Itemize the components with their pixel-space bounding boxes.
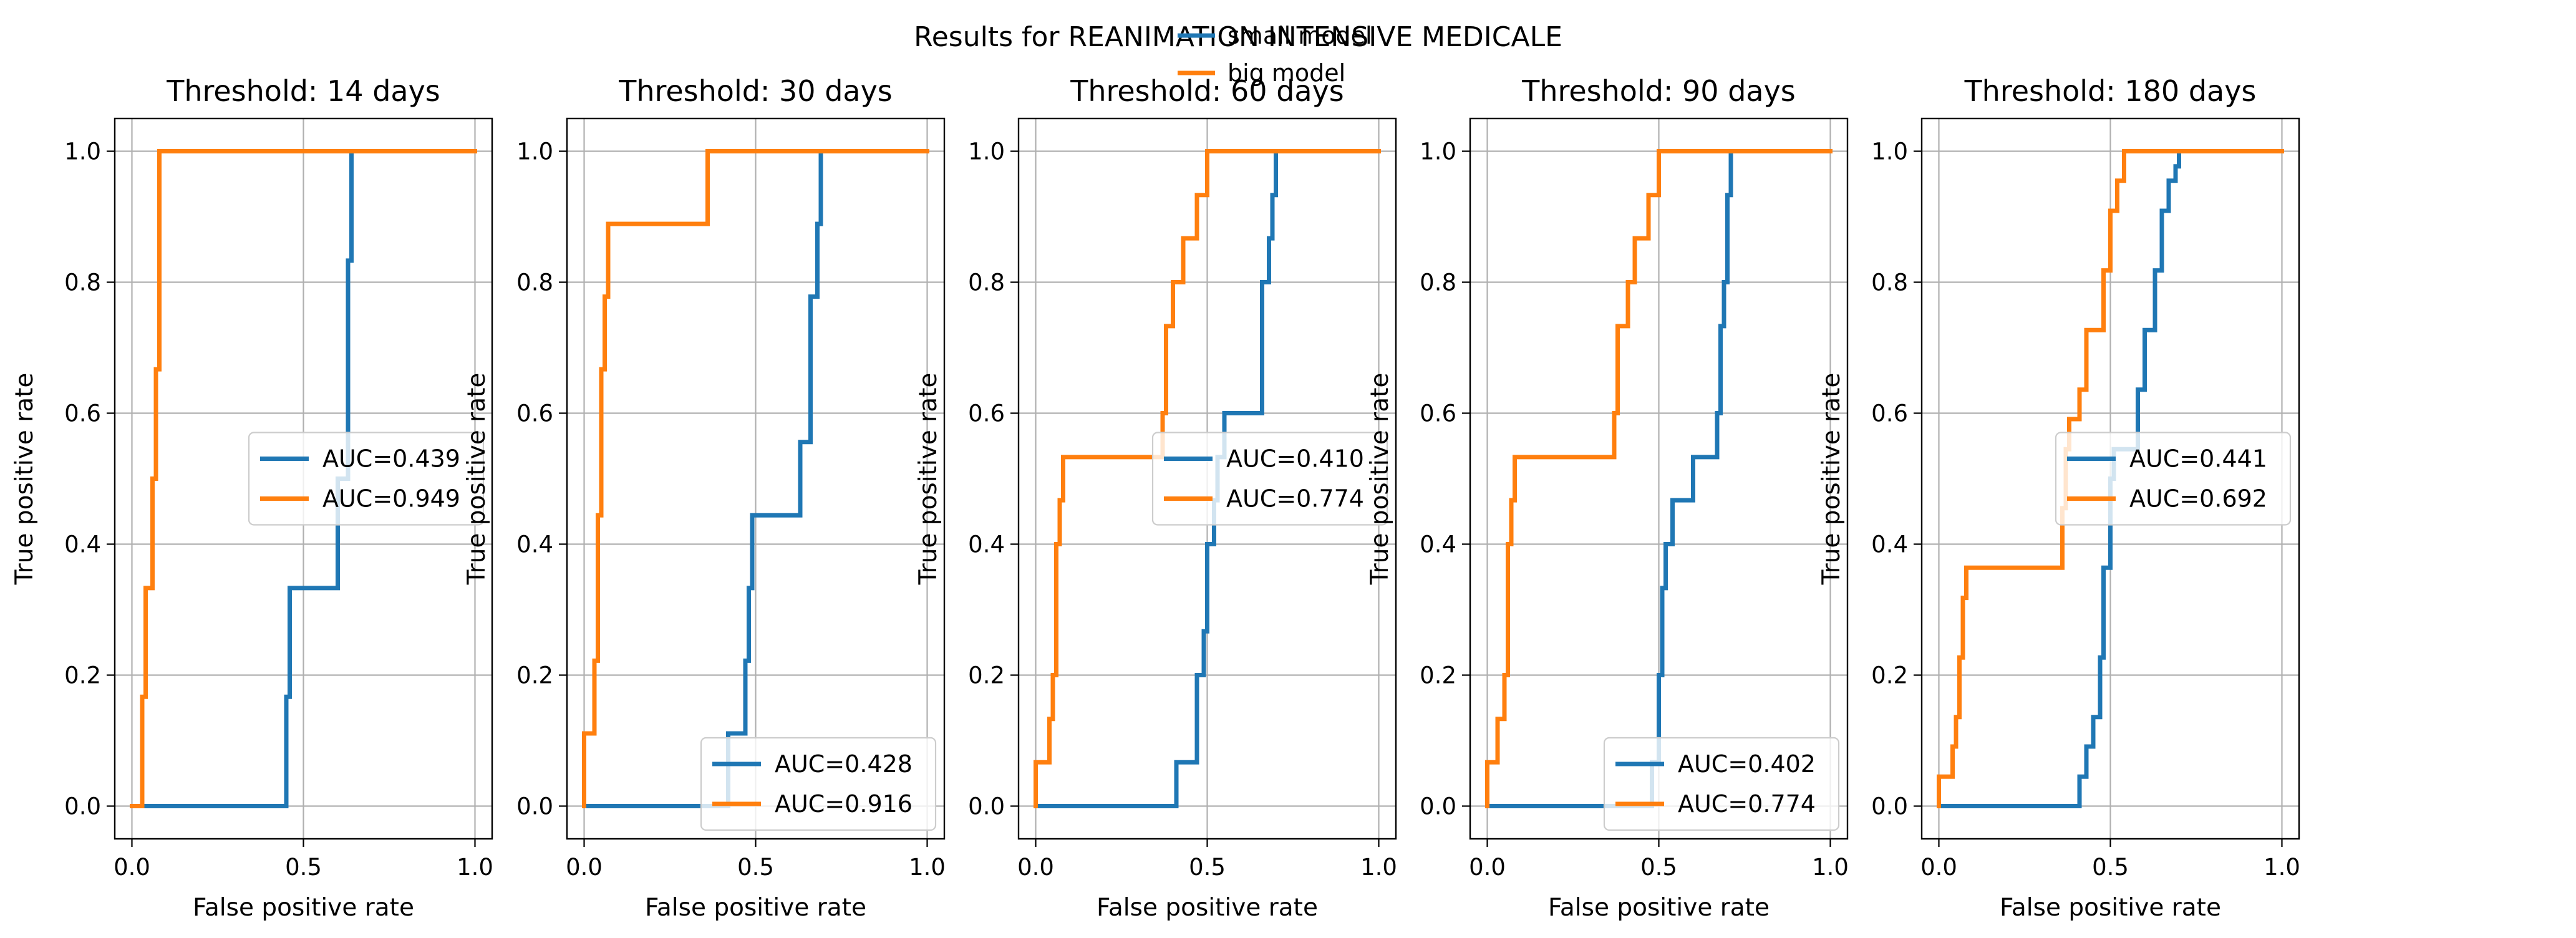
subplot-1: 0.0 0.5 1.0 0.0 0.2 0.4 0.6 0.8 1.0 Threshold: 14… bbox=[11, 74, 493, 922]
legend-auc-label: AUC=0.410 bbox=[1226, 445, 1364, 473]
y-axis-label: True positive rate bbox=[11, 373, 39, 586]
subplot-2: 0.0 0.5 1.0 0.0 0.2 0.4 0.6 0.8 1.0 Threshold: 30… bbox=[463, 74, 946, 922]
roc-curve-big-model bbox=[1485, 149, 1833, 808]
y-tick-label: 0.2 bbox=[516, 662, 553, 689]
roc-curve-big-model bbox=[582, 149, 929, 808]
subplot-title: Threshold: 90 days bbox=[1521, 74, 1796, 108]
subplot-5: 0.0 0.5 1.0 0.0 0.2 0.4 0.6 0.8 1.0 Threshold: 18… bbox=[1818, 74, 2300, 922]
x-tick-label: 0.0 bbox=[1017, 854, 1054, 881]
x-axis-label: False positive rate bbox=[2000, 894, 2221, 922]
legend-box bbox=[248, 432, 485, 526]
legend-auc-label: AUC=0.428 bbox=[775, 750, 913, 778]
y-tick-label: 0.4 bbox=[1420, 531, 1456, 558]
x-tick-label: 0.5 bbox=[2092, 854, 2129, 881]
y-tick-label: 0.2 bbox=[1420, 662, 1456, 689]
x-tick-label: 1.0 bbox=[1812, 854, 1849, 881]
y-tick-label: 0.8 bbox=[1871, 269, 1908, 296]
y-tick-label: 0.0 bbox=[968, 793, 1005, 820]
legend-box bbox=[2055, 432, 2292, 526]
legend-auc-label: AUC=0.774 bbox=[1678, 790, 1816, 818]
figure-legend-label-small: small model bbox=[1227, 22, 1372, 49]
roc-curve-small-model bbox=[582, 149, 929, 808]
y-tick-label: 1.0 bbox=[516, 138, 553, 165]
subplot-title: Threshold: 60 days bbox=[1070, 74, 1344, 108]
y-tick-label: 0.0 bbox=[1420, 793, 1456, 820]
y-tick-label: 0.6 bbox=[64, 400, 101, 427]
y-tick-label: 0.6 bbox=[1420, 400, 1456, 427]
x-tick-label: 0.5 bbox=[1189, 854, 1226, 881]
y-tick-label: 0.8 bbox=[64, 269, 101, 296]
roc-curve-big-model bbox=[130, 149, 477, 808]
legend-auc-label: AUC=0.774 bbox=[1226, 485, 1364, 513]
figure-legend-label-big: big model bbox=[1227, 59, 1345, 87]
y-tick-label: 0.4 bbox=[64, 531, 101, 558]
x-tick-label: 1.0 bbox=[909, 854, 946, 881]
legend-auc-label: AUC=0.916 bbox=[775, 790, 913, 818]
x-tick-label: 0.5 bbox=[1640, 854, 1677, 881]
x-tick-label: 0.0 bbox=[114, 854, 150, 881]
y-axis-label: True positive rate bbox=[1366, 373, 1394, 586]
y-tick-label: 1.0 bbox=[1871, 138, 1908, 165]
legend-auc-label: AUC=0.439 bbox=[322, 445, 460, 473]
x-tick-label: 0.0 bbox=[1469, 854, 1506, 881]
legend-auc-label: AUC=0.949 bbox=[322, 485, 460, 513]
y-axis-label: True positive rate bbox=[914, 373, 942, 586]
y-tick-label: 0.2 bbox=[64, 662, 101, 689]
y-tick-label: 0.2 bbox=[1871, 662, 1908, 689]
subplot-legend: AUC=0.441 AUC=0.692 bbox=[2055, 432, 2292, 526]
legend-box bbox=[1603, 737, 1840, 831]
y-tick-label: 0.0 bbox=[1871, 793, 1908, 820]
x-axis-label: False positive rate bbox=[1548, 894, 1770, 922]
subplot-4: 0.0 0.5 1.0 0.0 0.2 0.4 0.6 0.8 1.0 Threshold: 90… bbox=[1366, 74, 1849, 922]
subplot-legend: AUC=0.439 AUC=0.949 bbox=[248, 432, 485, 526]
y-tick-label: 0.0 bbox=[516, 793, 553, 820]
y-tick-label: 0.6 bbox=[1871, 400, 1908, 427]
y-tick-label: 0.6 bbox=[968, 400, 1005, 427]
y-axis-label: True positive rate bbox=[463, 373, 491, 586]
x-tick-label: 0.5 bbox=[737, 854, 774, 881]
x-axis-label: False positive rate bbox=[193, 894, 414, 922]
legend-auc-label: AUC=0.402 bbox=[1678, 750, 1816, 778]
x-tick-label: 1.0 bbox=[1360, 854, 1397, 881]
y-tick-label: 0.6 bbox=[516, 400, 553, 427]
x-tick-label: 1.0 bbox=[2264, 854, 2300, 881]
subplot-title: Threshold: 180 days bbox=[1964, 74, 2257, 108]
y-tick-label: 0.8 bbox=[516, 269, 553, 296]
x-tick-label: 0.0 bbox=[566, 854, 603, 881]
legend-auc-label: AUC=0.441 bbox=[2129, 445, 2267, 473]
y-tick-label: 0.4 bbox=[516, 531, 553, 558]
x-tick-label: 0.5 bbox=[285, 854, 322, 881]
subplot-legend: AUC=0.402 AUC=0.774 bbox=[1603, 737, 1840, 831]
subplot-title: Threshold: 30 days bbox=[618, 74, 893, 108]
x-axis-label: False positive rate bbox=[1097, 894, 1318, 922]
x-axis-label: False positive rate bbox=[645, 894, 866, 922]
subplot-title: Threshold: 14 days bbox=[166, 74, 440, 108]
legend-box bbox=[1151, 432, 1388, 526]
x-tick-label: 0.0 bbox=[1920, 854, 1957, 881]
y-tick-label: 0.4 bbox=[1871, 531, 1908, 558]
subplot-legend: AUC=0.410 AUC=0.774 bbox=[1151, 432, 1388, 526]
y-tick-label: 0.8 bbox=[968, 269, 1005, 296]
y-tick-label: 1.0 bbox=[968, 138, 1005, 165]
y-tick-label: 1.0 bbox=[1420, 138, 1456, 165]
subplot-3: 0.0 0.5 1.0 0.0 0.2 0.4 0.6 0.8 1.0 Threshold: 60… bbox=[914, 74, 1397, 922]
figure-legend: small model big model bbox=[1178, 22, 1372, 87]
roc-curve-small-model bbox=[1485, 149, 1833, 808]
legend-box bbox=[700, 737, 937, 831]
y-tick-label: 0.2 bbox=[968, 662, 1005, 689]
y-tick-label: 0.4 bbox=[968, 531, 1005, 558]
y-axis-label: True positive rate bbox=[1818, 373, 1846, 586]
x-tick-label: 1.0 bbox=[457, 854, 493, 881]
subplot-legend: AUC=0.428 AUC=0.916 bbox=[700, 737, 937, 831]
subplots-container: 0.0 0.5 1.0 0.0 0.2 0.4 0.6 0.8 1.0 Threshold: 14… bbox=[11, 74, 2300, 922]
y-tick-label: 1.0 bbox=[64, 138, 101, 165]
y-tick-label: 0.8 bbox=[1420, 269, 1456, 296]
legend-auc-label: AUC=0.692 bbox=[2129, 485, 2267, 513]
y-tick-label: 0.0 bbox=[64, 793, 101, 820]
figure-suptitle: Results for REANIMATION INTENSIVE MEDICA… bbox=[914, 21, 1562, 53]
